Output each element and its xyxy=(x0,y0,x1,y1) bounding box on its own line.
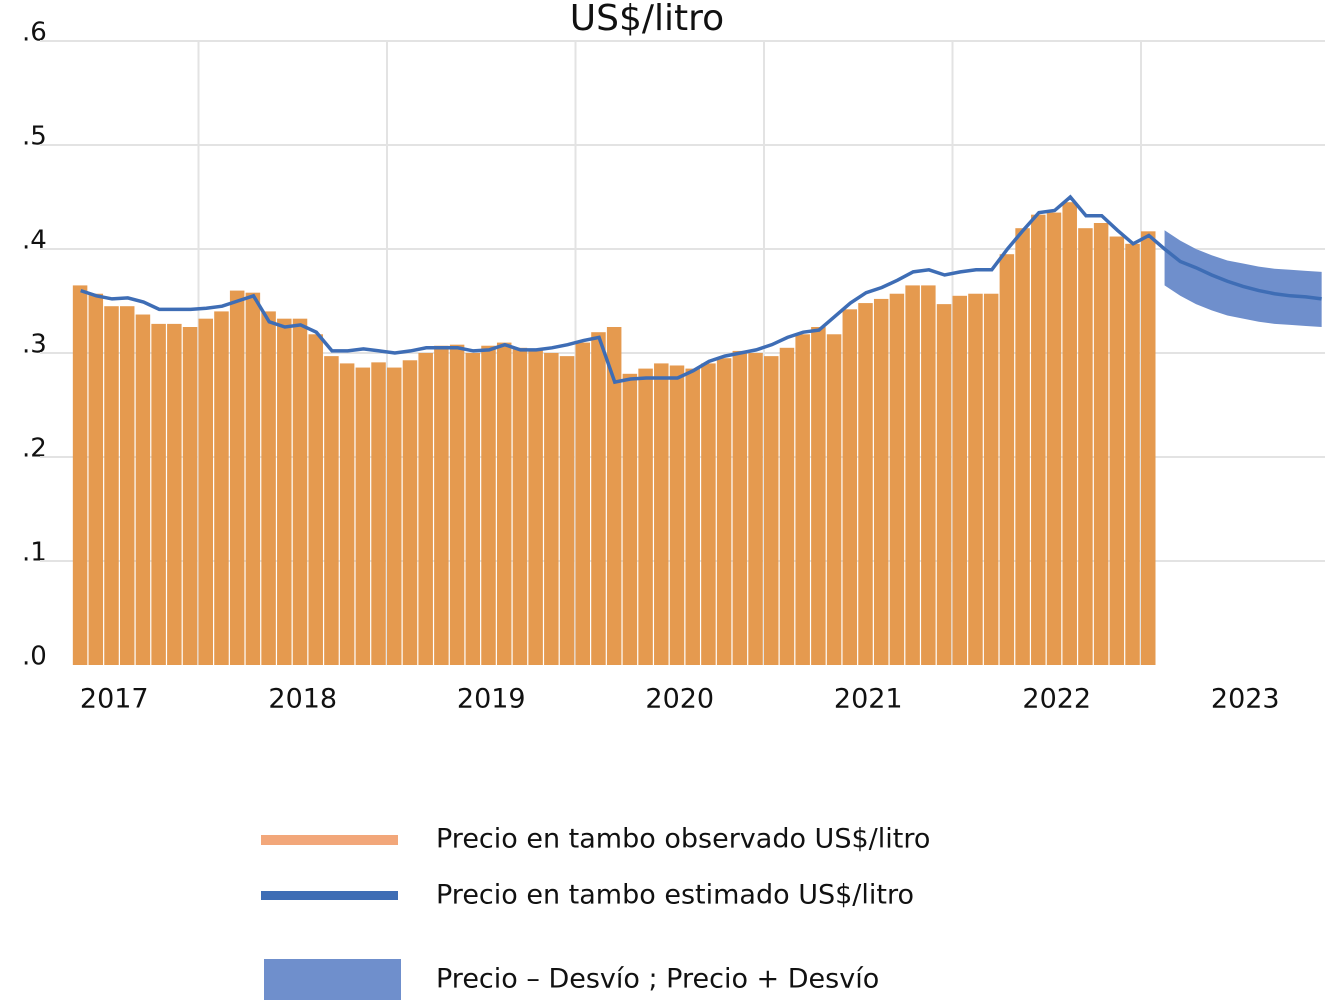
bar xyxy=(371,362,386,665)
bar xyxy=(842,309,858,665)
x-tick-label: 2018 xyxy=(268,684,337,715)
bar xyxy=(355,367,371,665)
bar xyxy=(779,347,795,665)
bar xyxy=(496,342,512,665)
bar xyxy=(418,353,433,665)
x-tick-label: 2017 xyxy=(80,684,149,715)
bar xyxy=(1109,236,1125,665)
bar xyxy=(701,363,716,665)
bar xyxy=(528,349,543,665)
bar xyxy=(654,363,669,665)
y-tick-label: .4 xyxy=(22,226,47,256)
bar xyxy=(968,293,983,665)
bar xyxy=(983,293,999,665)
y-tick-label: .5 xyxy=(22,122,47,152)
legend-label: Precio en tambo observado US$/litro xyxy=(436,824,930,855)
bar xyxy=(214,311,229,665)
y-tick-label: .3 xyxy=(22,330,47,360)
bar xyxy=(465,353,481,665)
bar xyxy=(905,285,920,665)
bar xyxy=(167,323,182,665)
bar xyxy=(1093,223,1109,665)
bar xyxy=(952,295,968,665)
bar xyxy=(402,360,418,665)
bar xyxy=(387,367,402,665)
bar xyxy=(512,347,528,665)
bar xyxy=(151,323,166,665)
bar xyxy=(135,314,151,665)
estimate-line xyxy=(80,194,1322,385)
bar xyxy=(1141,231,1156,665)
bar xyxy=(198,318,214,665)
x-tick-label: 2023 xyxy=(1211,684,1280,715)
bar xyxy=(921,285,936,665)
bar xyxy=(292,318,308,665)
legend-swatch xyxy=(261,891,398,900)
legend-swatch xyxy=(264,959,401,1000)
bar xyxy=(575,342,591,665)
bar xyxy=(732,350,748,665)
deviation-band xyxy=(1164,230,1322,327)
bar xyxy=(308,334,323,665)
bar xyxy=(434,345,449,665)
x-tick-label: 2019 xyxy=(457,684,526,715)
y-tick-label: .0 xyxy=(22,642,47,672)
bar xyxy=(936,304,952,665)
bar xyxy=(1125,243,1140,666)
bar xyxy=(669,365,685,665)
bar xyxy=(638,368,653,665)
bar xyxy=(339,363,355,665)
legend-swatch xyxy=(261,835,398,845)
bar xyxy=(182,327,198,665)
bar xyxy=(1062,202,1077,665)
y-tick-label: .1 xyxy=(22,538,47,568)
legend-label: Precio – Desvío ; Precio + Desvío xyxy=(436,964,879,995)
bar xyxy=(245,292,261,665)
bar xyxy=(999,254,1015,665)
x-tick-label: 2022 xyxy=(1022,684,1091,715)
bar xyxy=(685,368,700,665)
bar xyxy=(811,327,826,665)
bar xyxy=(716,358,732,665)
bar xyxy=(1046,212,1062,665)
bar xyxy=(764,356,779,665)
bar xyxy=(261,311,276,665)
x-tick-label: 2021 xyxy=(834,684,903,715)
bar xyxy=(858,303,873,665)
bar xyxy=(1078,228,1093,665)
bar xyxy=(795,334,810,665)
bar xyxy=(748,353,763,665)
bar xyxy=(449,344,465,665)
chart-title: US$/litro xyxy=(570,0,724,39)
bar xyxy=(324,356,339,665)
y-tick-label: .6 xyxy=(22,18,47,48)
x-tick-label: 2020 xyxy=(645,684,714,715)
bar xyxy=(826,334,842,665)
bar xyxy=(606,327,622,665)
bar xyxy=(622,373,638,665)
bar xyxy=(559,356,575,665)
bar xyxy=(1015,228,1030,665)
bar xyxy=(72,285,88,665)
bar xyxy=(481,345,496,665)
bar xyxy=(889,293,905,665)
y-tick-label: .2 xyxy=(22,434,47,464)
bar xyxy=(88,293,104,665)
bar xyxy=(873,298,889,665)
legend-label: Precio en tambo estimado US$/litro xyxy=(436,880,914,911)
bar xyxy=(544,353,559,665)
bar xyxy=(119,306,135,665)
bar xyxy=(1031,214,1046,665)
bar xyxy=(229,290,245,665)
bar xyxy=(591,332,606,665)
bar xyxy=(277,318,292,665)
bar xyxy=(104,306,119,665)
